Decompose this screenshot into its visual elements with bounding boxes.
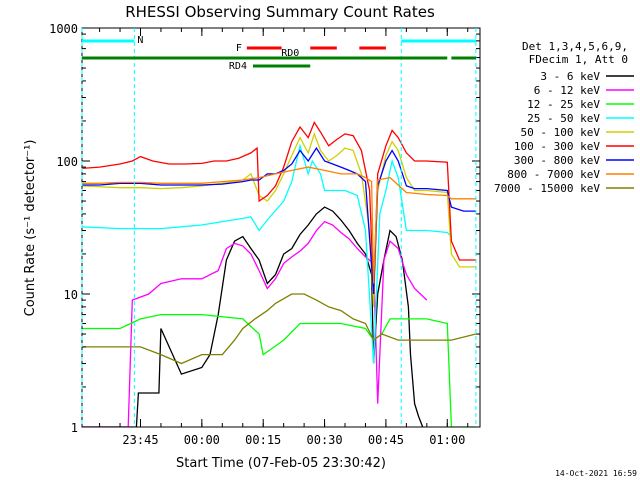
- x-tick-label-1: 23:45: [122, 433, 158, 447]
- legend-label-7: 300 - 800 keV: [514, 154, 600, 167]
- x-tick-label-5: 00:45: [368, 433, 404, 447]
- rd4-flag-label: RD4: [229, 61, 247, 72]
- legend-label-5: 50 - 100 keV: [521, 126, 601, 139]
- generation-timestamp: 14-Oct-2021 16:59: [555, 469, 637, 478]
- f-flag-label: F: [236, 43, 242, 54]
- legend-label-1: 3 - 6 keV: [540, 70, 600, 83]
- legend-label-8: 800 - 7000 keV: [507, 168, 600, 181]
- legend-label-4: 25 - 50 keV: [527, 112, 600, 125]
- legend-label-2: 6 - 12 keV: [534, 84, 601, 97]
- x-tick-label-4: 00:30: [307, 433, 343, 447]
- series-line-7: [82, 146, 476, 295]
- x-tick-label-6: 01:00: [429, 433, 465, 447]
- x-tick-label-3: 00:15: [245, 433, 281, 447]
- axis-ticks: 23:45 00:00 00:15 00:30 00:45 01:00 1 10 100 1000: [49, 22, 480, 447]
- y-tick-label-1: 1: [71, 421, 78, 435]
- series-line-3: [82, 313, 476, 427]
- n-flag-label: N: [137, 35, 143, 46]
- chart-title: RHESSI Observing Summary Count Rates: [125, 3, 435, 21]
- y-tick-label-3: 100: [56, 155, 78, 169]
- legend-label-6: 100 - 300 keV: [514, 140, 600, 153]
- rd0-flag-label: RD0: [281, 48, 299, 59]
- series-line-9: [82, 293, 477, 365]
- series-line-8: [82, 166, 476, 284]
- plot-area: [82, 120, 477, 427]
- x-tick-label-2: 00:00: [184, 433, 220, 447]
- series-line-2: [82, 220, 428, 427]
- legend-label-9: 7000 - 15000 keV: [494, 182, 600, 195]
- y-tick-label-2: 10: [64, 288, 78, 302]
- legend-label-3: 12 - 25 keV: [527, 98, 600, 111]
- y-tick-label-4: 1000: [49, 22, 78, 36]
- legend: Det 1,3,4,5,6,9,FDecim 1, Att 0 3 - 6 keV…: [494, 40, 634, 195]
- x-axis-label: Start Time (07-Feb-05 23:30:42): [176, 456, 386, 471]
- instrument-flags: N F RD0 RD4: [81, 28, 477, 427]
- legend-header-2: FDecim 1, Att 0: [529, 53, 628, 66]
- y-axis-label: Count Rate (s⁻¹ detector⁻¹): [23, 140, 38, 317]
- legend-header-1: Det 1,3,4,5,6,9,: [522, 40, 628, 53]
- series-line-1: [82, 206, 424, 427]
- series-line-4: [82, 143, 452, 364]
